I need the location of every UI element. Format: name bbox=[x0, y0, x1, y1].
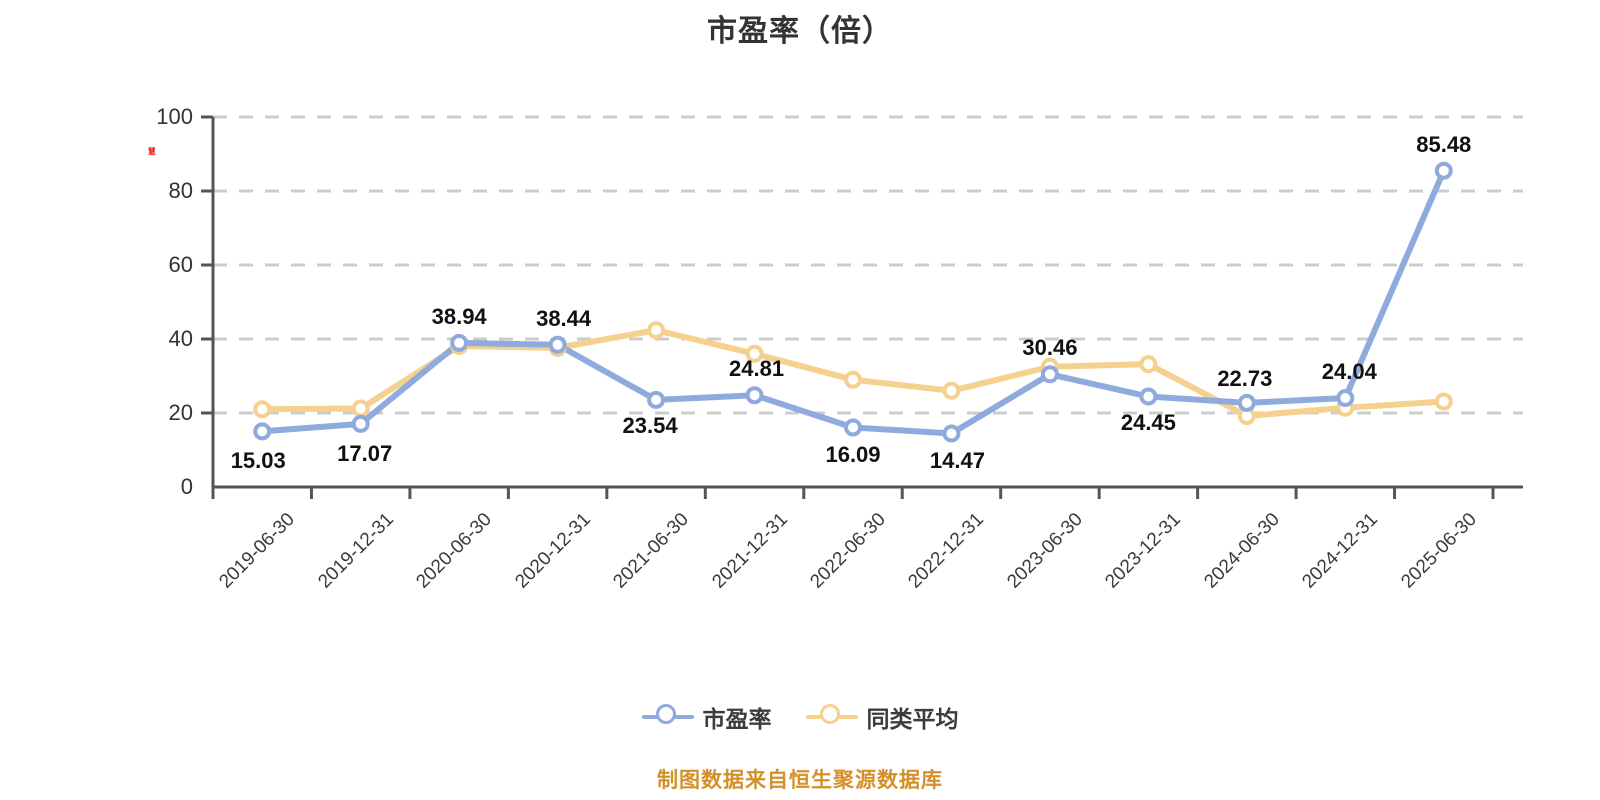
series-point bbox=[253, 422, 272, 441]
series-point bbox=[942, 424, 961, 443]
chart-legend: 市盈率 同类平均 bbox=[0, 700, 1600, 734]
data-point-label: 14.47 bbox=[929, 448, 985, 474]
series-point bbox=[351, 399, 370, 418]
series-point bbox=[745, 386, 764, 405]
data-point-label: 24.04 bbox=[1321, 359, 1377, 385]
y-axis-tick-label: 100 bbox=[156, 104, 193, 129]
series-point bbox=[1434, 392, 1453, 411]
y-axis-tick-label: 0 bbox=[180, 474, 193, 499]
series-point bbox=[1237, 393, 1256, 412]
legend-marker-icon bbox=[805, 704, 858, 730]
legend-item-2[interactable]: 同类平均 bbox=[805, 700, 959, 734]
data-point-label: 38.94 bbox=[431, 303, 487, 329]
y-axis-tick-label: 80 bbox=[168, 178, 193, 203]
series-point bbox=[1336, 389, 1355, 408]
legend-label: 市盈率 bbox=[702, 706, 772, 732]
legend-label: 同类平均 bbox=[866, 706, 959, 732]
series-point bbox=[844, 418, 862, 437]
series-point bbox=[1040, 365, 1059, 384]
y-axis-tick-label: 20 bbox=[168, 400, 193, 425]
series-point bbox=[1139, 355, 1158, 374]
data-point-label: 17.07 bbox=[337, 440, 393, 466]
series-point bbox=[1434, 161, 1453, 180]
series-point bbox=[745, 344, 764, 363]
legend-marker-icon bbox=[641, 704, 694, 730]
series-point bbox=[942, 381, 961, 400]
y-axis-tick-label: 60 bbox=[168, 252, 193, 277]
series-point bbox=[253, 400, 272, 419]
series-point bbox=[647, 321, 666, 340]
chart-title: 市盈率（倍） bbox=[707, 15, 893, 48]
data-point-label: 24.45 bbox=[1120, 409, 1176, 435]
data-point-label: 15.03 bbox=[230, 448, 286, 474]
red-watermark: 慧 bbox=[148, 147, 156, 156]
series-point bbox=[647, 390, 666, 409]
series-point bbox=[351, 414, 370, 433]
legend-item-1[interactable]: 市盈率 bbox=[641, 700, 772, 734]
series-line-1 bbox=[259, 167, 1447, 437]
series-point bbox=[450, 333, 469, 352]
data-point-label: 38.44 bbox=[536, 305, 592, 331]
series-point bbox=[1139, 387, 1158, 406]
y-axis-tick-label: 40 bbox=[168, 326, 193, 351]
data-point-label: 23.54 bbox=[622, 412, 678, 438]
series-point bbox=[548, 335, 567, 354]
data-point-label: 85.48 bbox=[1416, 131, 1472, 157]
series-point bbox=[844, 370, 862, 389]
data-point-label: 22.73 bbox=[1217, 365, 1273, 391]
data-point-label: 16.09 bbox=[825, 442, 881, 468]
data-point-label: 24.81 bbox=[729, 356, 785, 382]
data-point-label: 30.46 bbox=[1022, 335, 1078, 361]
footer-note: 制图数据来自恒生聚源数据库 bbox=[657, 769, 943, 792]
